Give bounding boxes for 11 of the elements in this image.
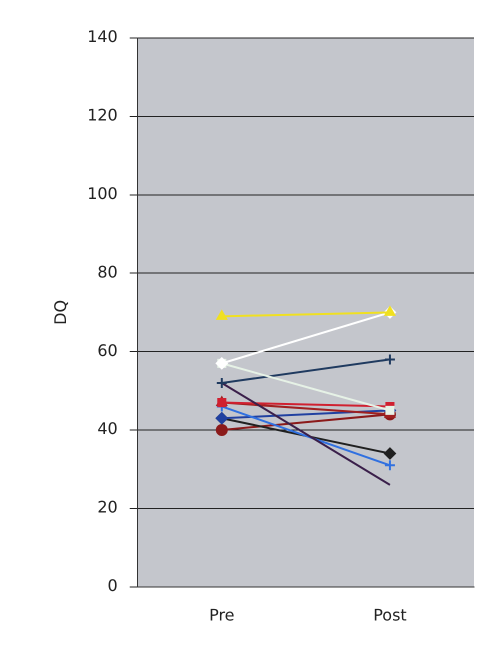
y-tick-label: 60 <box>97 340 118 360</box>
x-tick-label: Post <box>373 606 407 625</box>
y-tick-label: 80 <box>97 262 118 282</box>
x-tick-label: Pre <box>209 606 235 625</box>
y-tick-label: 20 <box>97 498 118 517</box>
y-tick-label: 120 <box>87 106 118 125</box>
y-tick-label: 100 <box>87 184 118 203</box>
y-tick-label: 140 <box>87 27 118 46</box>
y-tick-label: 40 <box>97 419 118 438</box>
y-axis-title: DQ <box>50 300 70 325</box>
y-tick-label: 0 <box>108 576 118 595</box>
